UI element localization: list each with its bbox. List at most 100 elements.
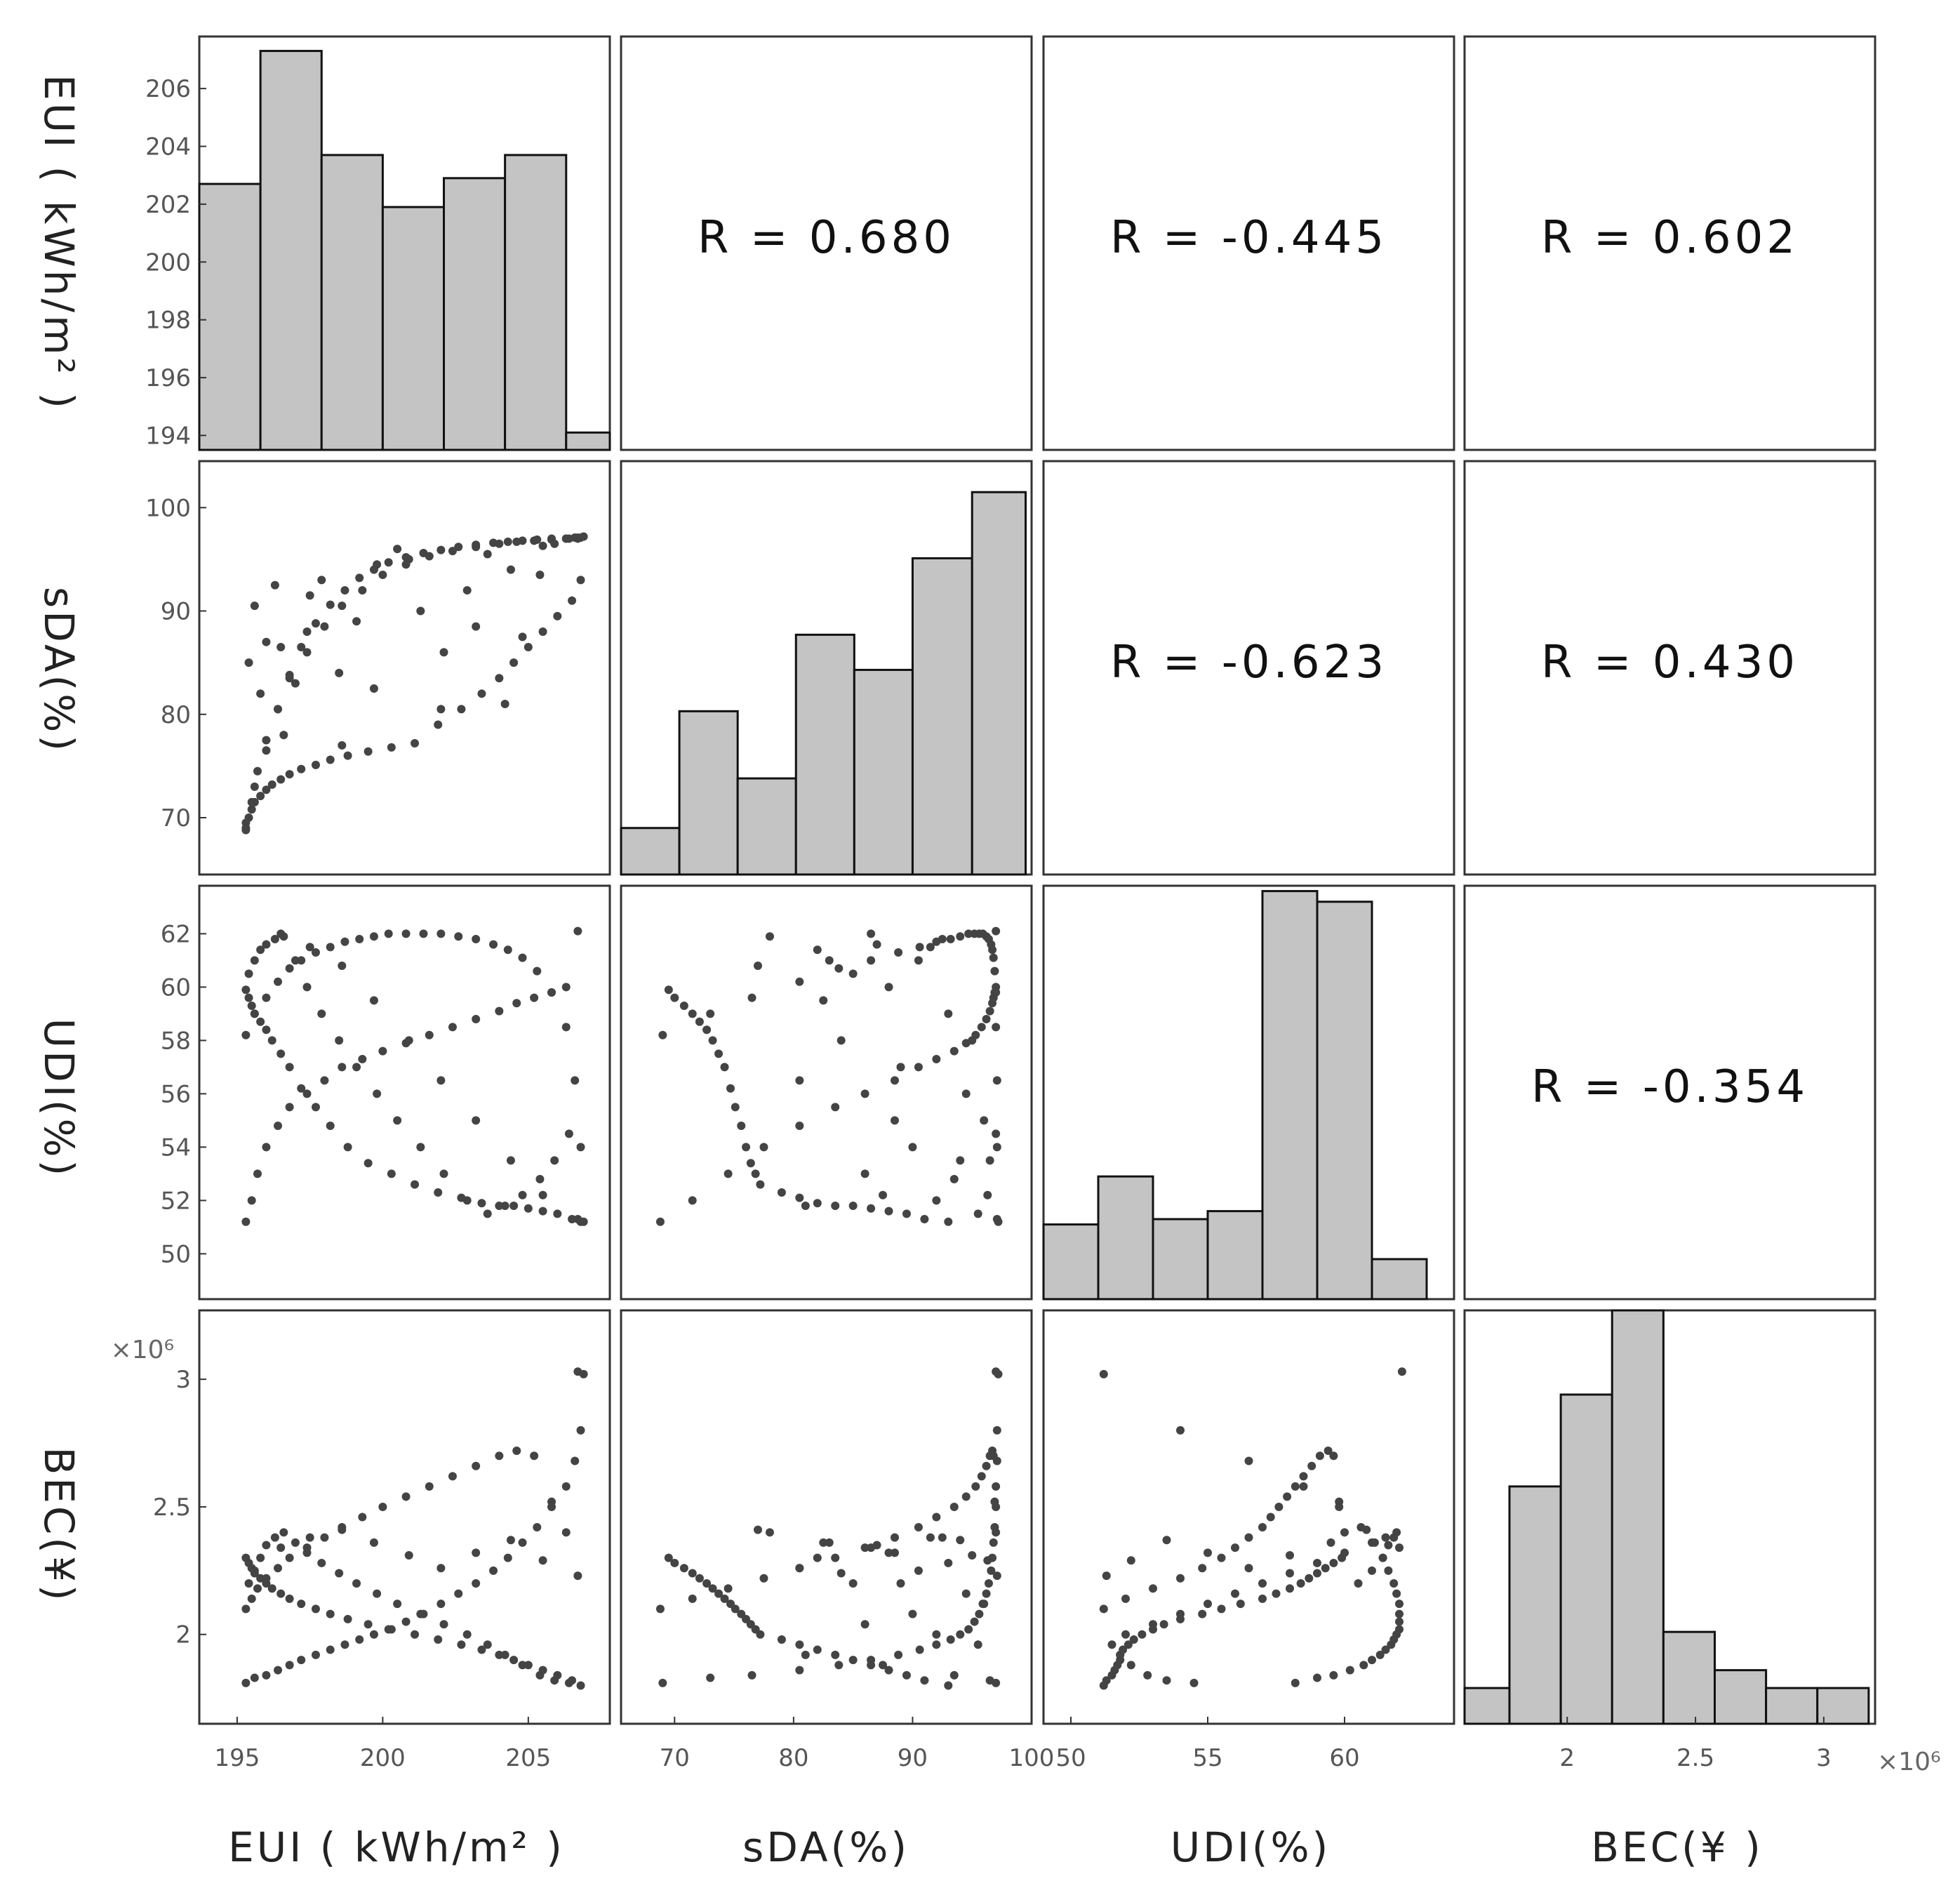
point-EUI-vs-UDI [472,935,481,943]
point-sDA-vs-UDI [695,1017,704,1026]
point-EUI-vs-BEC [477,1645,486,1654]
point-EUI-vs-BEC [573,1367,582,1376]
point-EUI-vs-sDA [262,746,271,755]
point-EUI-vs-BEC [533,1523,542,1532]
point-EUI-vs-sDA [247,805,256,814]
point-EUI-vs-BEC [416,1609,425,1618]
panel-r1-c0 [198,460,611,876]
point-EUI-vs-UDI [369,996,378,1005]
point-EUI-vs-BEC [338,1525,347,1534]
point-sDA-vs-BEC [977,1472,986,1481]
x-tick-label: 50 [1055,1744,1086,1772]
point-EUI-vs-UDI [250,956,259,965]
point-EUI-vs-BEC [436,1564,446,1573]
point-sDA-vs-UDI [915,943,924,952]
point-sDA-vs-BEC [831,1553,840,1562]
panel-frame [198,884,611,1301]
point-EUI-vs-UDI [320,1076,329,1085]
point-EUI-vs-UDI [378,1046,387,1056]
point-sDA-vs-BEC [795,1564,804,1573]
point-EUI-vs-BEC [495,1650,504,1659]
hist-bar-EUI-5 [504,154,568,451]
point-EUI-vs-sDA [436,545,446,554]
hist-bar-UDI-6 [1371,1258,1428,1301]
point-UDI-vs-BEC [1149,1620,1157,1629]
point-sDA-vs-UDI [655,1217,665,1226]
point-UDI-vs-BEC [1286,1551,1294,1560]
point-EUI-vs-UDI [393,1116,402,1125]
point-EUI-vs-sDA [550,539,559,548]
point-UDI-vs-BEC [1266,1513,1275,1522]
point-sDA-vs-BEC [926,1533,935,1542]
point-EUI-vs-BEC [404,1551,413,1560]
point-EUI-vs-UDI [343,1143,352,1152]
col-label-3: BEC(¥ ) [1591,1823,1764,1871]
point-EUI-vs-UDI [302,983,312,992]
point-EUI-vs-BEC [472,1461,481,1470]
point-EUI-vs-sDA [477,689,486,698]
point-EUI-vs-sDA [568,596,577,605]
point-UDI-vs-BEC [1291,1482,1300,1491]
point-EUI-vs-BEC [285,1661,294,1670]
point-EUI-vs-BEC [262,1541,271,1550]
point-EUI-vs-BEC [411,1630,420,1639]
point-EUI-vs-UDI [250,1009,259,1018]
point-EUI-vs-BEC [524,1661,533,1670]
point-EUI-vs-UDI [477,1199,486,1208]
point-sDA-vs-UDI [879,1190,888,1199]
panel-frame [198,1309,611,1725]
point-UDI-vs-BEC [1107,1670,1116,1680]
point-EUI-vs-sDA [256,689,265,698]
point-sDA-vs-BEC [956,1536,965,1545]
point-sDA-vs-BEC [908,1609,917,1618]
point-EUI-vs-UDI [495,1006,504,1016]
col-label-1: sDA(%) [742,1823,909,1871]
y-tick-label: 204 [145,133,191,161]
hist-bar-BEC-1 [1508,1485,1562,1725]
point-EUI-vs-sDA [340,586,349,595]
point-EUI-vs-UDI [373,1089,382,1098]
point-EUI-vs-sDA [364,747,373,756]
correlation-label: R = 0.430 [1541,637,1799,689]
point-UDI-vs-BEC [1384,1541,1393,1550]
point-UDI-vs-BEC [1107,1640,1116,1649]
point-EUI-vs-BEC [576,1681,585,1690]
point-EUI-vs-BEC [256,1574,265,1583]
point-UDI-vs-BEC [1381,1645,1390,1654]
point-UDI-vs-BEC [1143,1670,1152,1680]
point-EUI-vs-sDA [500,700,509,709]
point-EUI-vs-UDI [448,1023,457,1032]
point-UDI-vs-BEC [1258,1579,1267,1588]
point-sDA-vs-UDI [920,1215,929,1223]
point-EUI-vs-BEC [358,1513,367,1522]
point-UDI-vs-BEC [1099,1604,1108,1614]
point-EUI-vs-UDI [535,1175,545,1183]
point-EUI-vs-sDA [434,720,443,729]
point-sDA-vs-BEC [914,1566,923,1575]
point-EUI-vs-UDI [576,1143,585,1152]
point-sDA-vs-BEC [992,1571,1001,1581]
point-sDA-vs-BEC [801,1650,810,1659]
y-tick-label: 200 [145,248,191,277]
point-sDA-vs-UDI [914,956,923,965]
hist-bar-UDI-5 [1316,900,1373,1301]
point-EUI-vs-sDA [320,622,329,631]
point-sDA-vs-UDI [992,926,1001,936]
y-tick-label: 194 [145,422,191,450]
point-EUI-vs-sDA [373,560,382,569]
point-sDA-vs-UDI [932,1055,941,1063]
point-UDI-vs-BEC [1315,1451,1324,1461]
point-EUI-vs-UDI [573,926,582,936]
point-sDA-vs-UDI [724,1169,733,1178]
point-sDA-vs-UDI [992,1076,1001,1085]
point-sDA-vs-UDI [795,977,804,986]
y-tick-label: 56 [161,1080,191,1108]
point-EUI-vs-sDA [276,643,286,652]
point-EUI-vs-UDI [425,1030,434,1039]
point-EUI-vs-UDI [317,1009,326,1018]
point-EUI-vs-sDA [425,552,434,561]
point-EUI-vs-UDI [276,929,286,938]
point-UDI-vs-BEC [1397,1367,1406,1376]
row-label-3: BEC(¥) [35,1447,83,1603]
point-EUI-vs-UDI [506,1156,515,1165]
